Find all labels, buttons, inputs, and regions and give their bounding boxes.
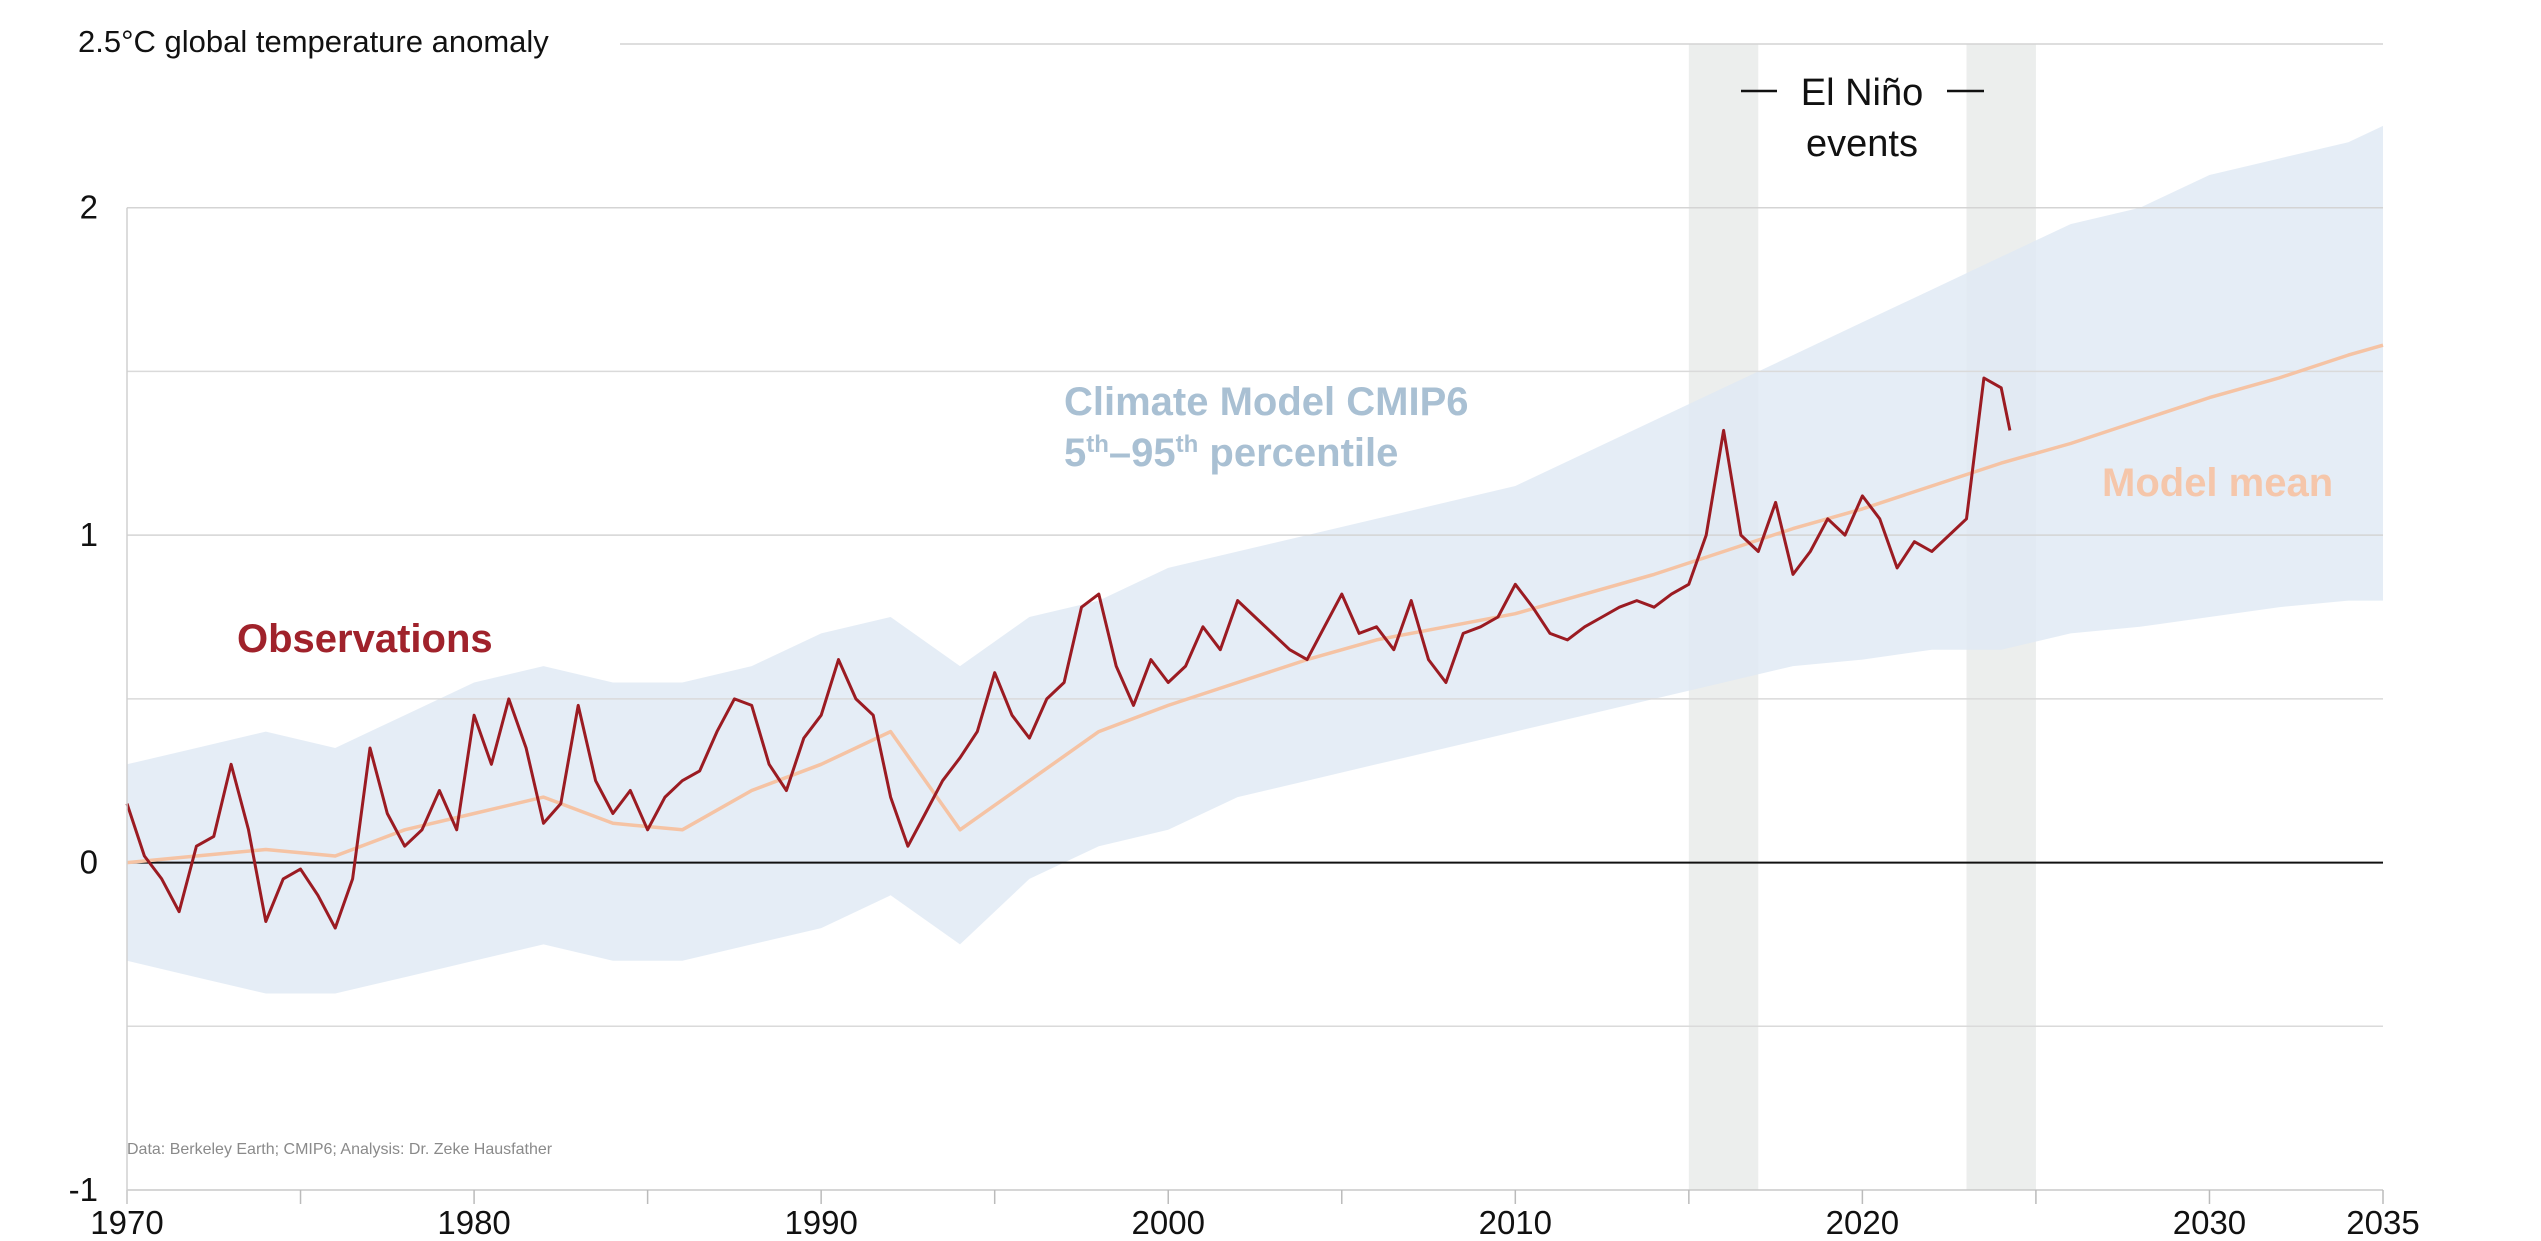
percentile-95-sup: th <box>1176 431 1199 458</box>
axes: 1970 1980 1990 2000 2010 2020 2030 2035 -1 0 1 2 <box>69 189 2420 1241</box>
model-mean-label: Model mean <box>2102 461 2333 505</box>
series-model-mean <box>126 343 2384 865</box>
model-range-label-line2: 5th–95th percentile <box>1064 431 1398 475</box>
y-tick-label: 1 <box>80 516 98 553</box>
el-nino-label-line2: events <box>1806 123 1918 165</box>
y-tick-label: 2 <box>80 189 98 226</box>
x-tick-label: 1970 <box>90 1204 163 1241</box>
source-note: Data: Berkeley Earth; CMIP6; Analysis: D… <box>127 1141 553 1158</box>
x-tick-label: 2030 <box>2173 1204 2246 1241</box>
series-layer <box>125 343 2384 930</box>
model-range-label-line1: Climate Model CMIP6 <box>1064 380 1469 424</box>
percentile-5: 5 <box>1064 431 1086 475</box>
percentile-95: 95 <box>1131 431 1176 475</box>
observations-label: Observations <box>237 617 493 661</box>
x-tick-label: 2010 <box>1479 1204 1552 1241</box>
annotations: 2.5°C global temperature anomaly El Niño… <box>78 24 2333 1158</box>
x-tick-label: 2020 <box>1826 1204 1899 1241</box>
y-axis-unit-label: 2.5°C global temperature anomaly <box>78 24 549 59</box>
x-tick-label: 1980 <box>437 1204 510 1241</box>
gridlines <box>127 43 2383 1191</box>
y-tick-label: -1 <box>69 1171 98 1208</box>
x-tick-label: 2035 <box>2346 1204 2419 1241</box>
percentile-tail: percentile <box>1198 431 1398 475</box>
y-tick-label: 0 <box>80 844 98 881</box>
x-tick-label: 2000 <box>1132 1204 1205 1241</box>
percentile-5-sup: th <box>1086 431 1109 458</box>
percentile-dash: – <box>1109 431 1131 475</box>
el-nino-label-line1: El Niño <box>1801 72 1924 114</box>
series-observations <box>125 376 2012 930</box>
x-tick-label: 1990 <box>784 1204 857 1241</box>
